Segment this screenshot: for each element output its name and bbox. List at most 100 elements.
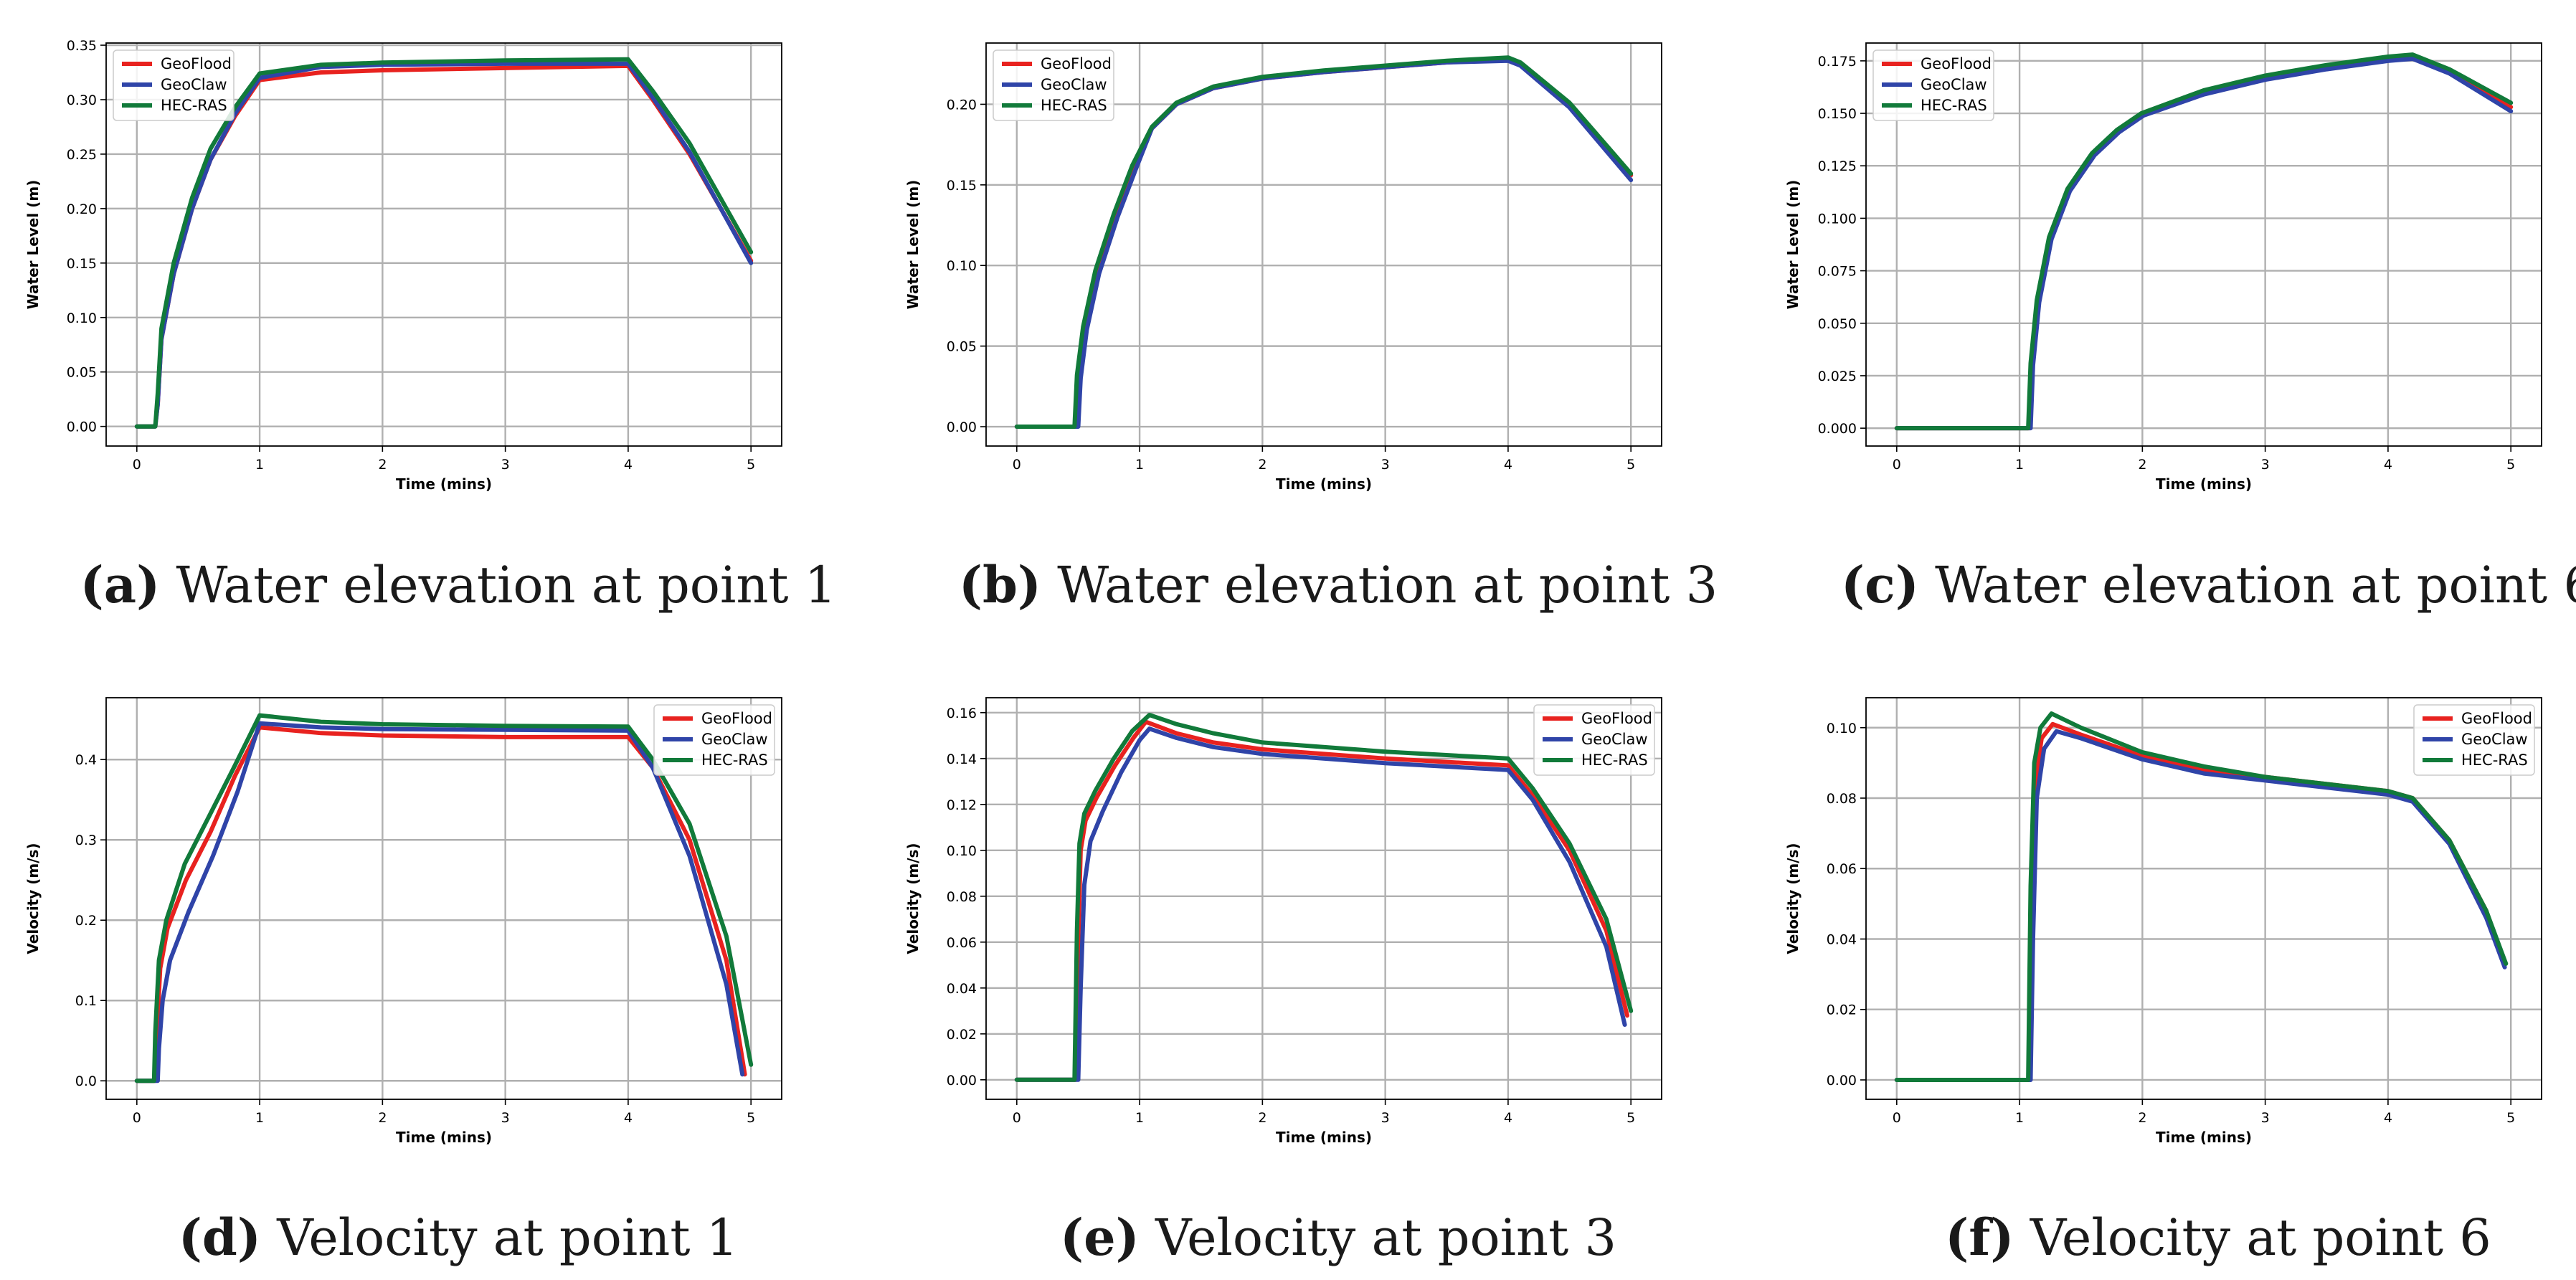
y-tick-label: 0.175	[1818, 54, 1857, 70]
x-tick-label: 5	[2506, 1110, 2515, 1126]
caption-label: (b)	[959, 555, 1041, 615]
legend-label-geoclaw: GeoClaw	[161, 76, 227, 93]
x-tick-label: 4	[1504, 457, 1512, 473]
legend-label-geoclaw: GeoClaw	[1041, 76, 1107, 93]
x-tick-label: 1	[255, 457, 264, 473]
y-axis-label: Water Level (m)	[1784, 180, 1801, 310]
caption-label: (a)	[80, 555, 161, 615]
legend-box	[113, 49, 235, 121]
legend-label-hec-ras: HEC-RAS	[701, 752, 768, 769]
panel-caption: (c) Water elevation at point 6	[1841, 555, 2576, 615]
x-tick-label: 0	[1893, 457, 1901, 473]
x-tick-label: 2	[1258, 457, 1266, 473]
series-line-geoclaw	[134, 721, 745, 1084]
axes-frame	[1865, 42, 2542, 447]
legend-label-hec-ras: HEC-RAS	[1921, 97, 1987, 114]
axes-frame	[1865, 697, 2542, 1100]
x-axis-label: Time (mins)	[1276, 1129, 1372, 1146]
axes-frame	[985, 697, 1662, 1100]
x-tick-label: 4	[624, 457, 633, 473]
y-tick-label: 0.30	[67, 93, 97, 108]
y-tick-label: 0.14	[947, 752, 977, 767]
y-axis-label: Velocity (m/s)	[1784, 843, 1801, 954]
y-tick-label: 0.08	[1827, 791, 1857, 807]
chart-panel-d: 0 1 2 3 4 5 0.0 0.1 0.2 0.3 0.4 Time (mins) Velocity…	[24, 697, 782, 1267]
y-tick-label: 0.10	[67, 310, 97, 326]
x-axis-label: Time (mins)	[2156, 1129, 2252, 1146]
x-tick-label: 3	[1381, 1110, 1390, 1126]
x-tick-label: 3	[2261, 457, 2270, 473]
y-tick-label: 0.050	[1818, 316, 1857, 332]
y-tick-label: 0.000	[1818, 421, 1857, 437]
x-tick-label: 0	[1013, 1110, 1021, 1126]
panel-caption: (f) Velocity at point 6	[1945, 1208, 2491, 1267]
y-tick-label: 0.150	[1818, 106, 1857, 122]
caption-label: (c)	[1841, 555, 1919, 615]
x-tick-label: 5	[1626, 457, 1635, 473]
y-axis-label: Water Level (m)	[904, 180, 922, 310]
axes-frame	[985, 42, 1662, 447]
y-tick-label: 0.0	[75, 1073, 97, 1089]
y-axis-label: Velocity (m/s)	[24, 843, 42, 954]
chart-panel-e: 0 1 2 3 4 5 0.00 0.02 0.04 0.06 0.08 0.10 0.12 0.14 0.…	[904, 697, 1662, 1267]
x-tick-label: 0	[1893, 1110, 1901, 1126]
series-line-hec-ras	[134, 57, 754, 429]
x-tick-label: 0	[133, 1110, 141, 1126]
axes-frame	[105, 697, 782, 1100]
y-tick-label: 0.04	[1827, 931, 1857, 947]
y-tick-label: 0.20	[67, 202, 97, 217]
x-tick-label: 0	[1013, 457, 1021, 473]
y-tick-label: 0.16	[947, 706, 977, 721]
y-tick-label: 0.08	[947, 889, 977, 905]
series-line-hec-ras	[1014, 713, 1634, 1082]
legend-label-hec-ras: HEC-RAS	[1041, 97, 1107, 114]
legend-box	[2413, 704, 2535, 776]
legend-label-geoclaw: GeoClaw	[701, 731, 768, 748]
legend: GeoFlood GeoClaw HEC-RAS	[653, 704, 775, 776]
y-tick-label: 0.04	[947, 981, 977, 997]
series-line-geoclaw	[1894, 57, 2514, 431]
x-tick-label: 4	[2384, 457, 2392, 473]
legend: GeoFlood GeoClaw HEC-RAS	[113, 49, 235, 121]
y-tick-label: 0.20	[947, 97, 977, 113]
y-tick-label: 0.3	[75, 833, 97, 848]
x-tick-label: 4	[1504, 1110, 1512, 1126]
y-axis-label: Water Level (m)	[24, 180, 42, 310]
y-tick-label: 0.06	[1827, 861, 1857, 877]
x-tick-label: 2	[2138, 457, 2146, 473]
series-line-hec-ras	[134, 713, 754, 1084]
legend-label-hec-ras: HEC-RAS	[2461, 752, 2528, 769]
caption-text: Velocity at point 3	[1140, 1208, 1616, 1267]
legend-box	[653, 704, 775, 776]
legend-box	[1872, 49, 1994, 121]
legend-label-geoflood: GeoFlood	[161, 55, 232, 72]
series-line-geoflood	[1014, 719, 1629, 1082]
legend: GeoFlood GeoClaw HEC-RAS	[2413, 704, 2535, 776]
x-tick-label: 1	[1135, 457, 1144, 473]
y-tick-label: 0.15	[947, 178, 977, 194]
x-tick-label: 4	[624, 1110, 633, 1126]
x-axis-label: Time (mins)	[396, 1129, 492, 1146]
series-line-hec-ras	[1894, 52, 2514, 431]
y-tick-label: 0.10	[947, 843, 977, 859]
series-line-hec-ras	[1894, 711, 2509, 1082]
legend-label-geoclaw: GeoClaw	[1921, 76, 1987, 93]
caption-text: Water elevation at point 3	[1041, 556, 1718, 615]
x-tick-label: 5	[2506, 457, 2515, 473]
y-tick-label: 0.05	[947, 339, 977, 355]
x-tick-label: 5	[1626, 1110, 1635, 1126]
axes-frame	[105, 42, 782, 447]
y-tick-label: 0.100	[1818, 211, 1857, 227]
y-axis-label: Velocity (m/s)	[904, 843, 922, 954]
x-tick-label: 3	[501, 1110, 510, 1126]
chart-panel-c: 0 1 2 3 4 5 0.000 0.025 0.050 0.075 0.100 0.125 0.15…	[1784, 42, 2576, 615]
x-tick-label: 1	[2015, 457, 2024, 473]
chart-panel-b: 0 1 2 3 4 5 0.00 0.05 0.10 0.15 0.20 Time (mins) Wat…	[904, 42, 1718, 615]
y-tick-label: 0.075	[1818, 264, 1857, 280]
legend-label-geoflood: GeoFlood	[701, 710, 772, 727]
caption-text: Water elevation at point 6	[1919, 556, 2576, 615]
y-tick-label: 0.06	[947, 935, 977, 951]
panel-caption: (e) Velocity at point 3	[1060, 1208, 1616, 1267]
legend-label-geoclaw: GeoClaw	[1581, 731, 1648, 748]
caption-label: (f)	[1945, 1208, 2014, 1267]
